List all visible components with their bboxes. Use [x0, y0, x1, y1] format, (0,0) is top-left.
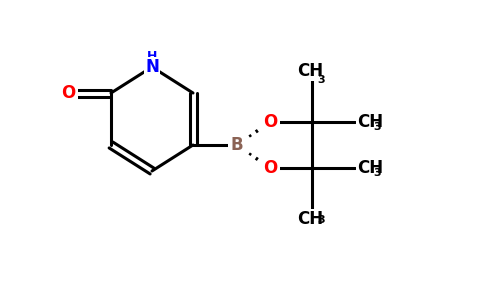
Text: H: H — [147, 50, 157, 63]
Text: O: O — [263, 113, 277, 131]
Text: 3: 3 — [373, 168, 381, 178]
Text: CH: CH — [357, 159, 383, 177]
Text: 3: 3 — [318, 215, 325, 225]
Text: CH: CH — [297, 210, 323, 228]
Text: 3: 3 — [318, 75, 325, 85]
Text: CH: CH — [357, 113, 383, 131]
Text: 3: 3 — [373, 122, 381, 132]
Text: O: O — [263, 159, 277, 177]
Text: B: B — [231, 136, 243, 154]
Text: N: N — [145, 58, 159, 76]
Text: O: O — [61, 84, 75, 102]
Text: CH: CH — [297, 62, 323, 80]
